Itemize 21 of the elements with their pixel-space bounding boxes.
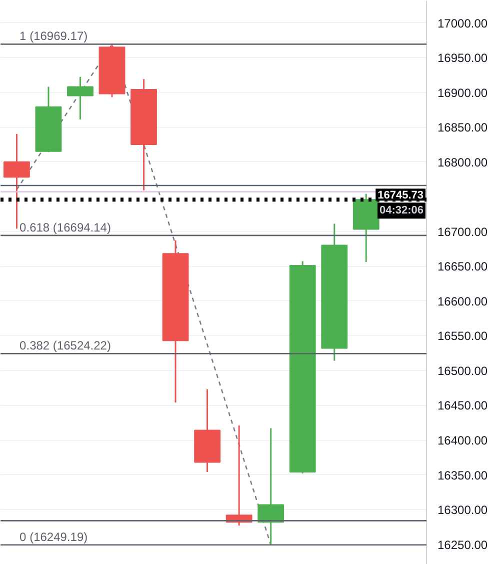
ref-line-label: 16745.73	[378, 190, 424, 202]
y-tick-label: 16650.00	[438, 260, 488, 274]
y-tick-label: 16900.00	[438, 86, 488, 100]
y-tick-label: 16250.00	[438, 538, 488, 552]
y-tick-label: 17000.00	[438, 16, 488, 30]
y-tick-label: 16800.00	[438, 155, 488, 170]
y-tick-label: 16550.00	[438, 329, 488, 344]
y-tick-label: 16850.00	[438, 120, 488, 135]
y-tick-label: 16700.00	[438, 224, 488, 239]
ref-line-label: 0.618 (16694.14)	[20, 220, 111, 234]
ref-line-label: 0.382 (16524.22)	[20, 338, 111, 353]
ref-line-label: 1 (16969.17)	[20, 29, 88, 44]
y-tick-label: 16950.00	[438, 51, 488, 66]
y-tick-label: 16400.00	[438, 434, 488, 448]
y-tick-label: 16450.00	[438, 398, 488, 413]
y-tick-label: 16350.00	[438, 468, 488, 482]
ref-line-label: 0 (16249.19)	[20, 530, 88, 544]
y-tick-label: 16600.00	[438, 294, 488, 308]
y-tick-label: 16500.00	[438, 364, 488, 378]
y-tick-label: 16300.00	[438, 503, 488, 518]
annotation: 04:32:06	[379, 204, 424, 217]
